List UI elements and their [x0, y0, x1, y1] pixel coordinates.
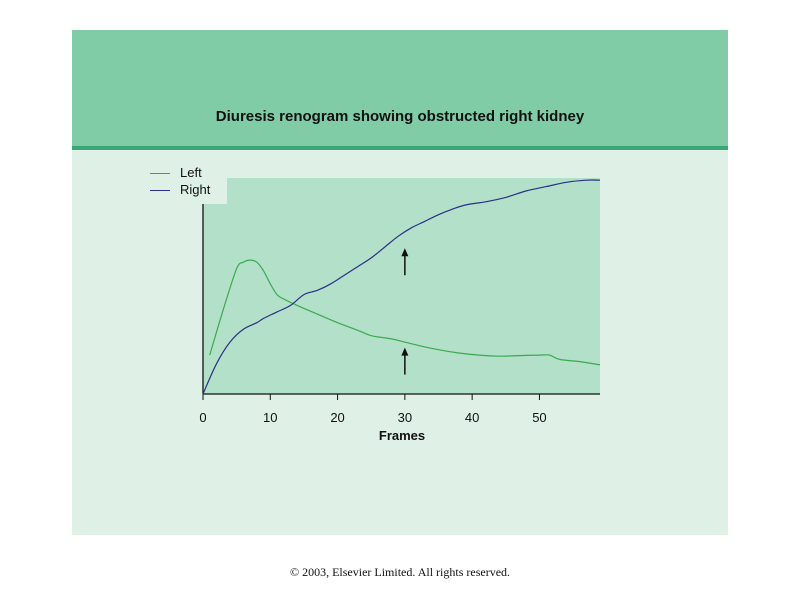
x-tick-label: 10: [263, 410, 277, 425]
chart-legend: Left Right: [142, 158, 227, 204]
legend-label-left: Left: [180, 165, 202, 180]
legend-swatch-left: [150, 173, 170, 174]
legend-label-right: Right: [180, 182, 211, 197]
copyright-notice: © 2003, Elsevier Limited. All rights res…: [289, 565, 511, 579]
series-line-right: [202, 179, 601, 395]
legend-swatch-right: [150, 190, 170, 191]
title-banner: Diuresis renogram showing obstructed rig…: [72, 30, 728, 150]
annotation-arrow-head: [401, 347, 409, 356]
annotation-arrow-head: [401, 248, 409, 257]
chart-title: Diuresis renogram showing obstructed rig…: [215, 108, 585, 125]
plot-area: [203, 178, 600, 394]
legend-item-left: Left: [150, 165, 228, 181]
x-axis-label: Frames: [379, 428, 425, 443]
x-tick-label: 0: [199, 410, 206, 425]
series-line-left: [209, 259, 601, 366]
x-tick-label: 30: [398, 410, 412, 425]
legend-item-right: Right: [150, 182, 228, 198]
x-tick-label: 50: [532, 410, 546, 425]
x-tick-label: 20: [330, 410, 344, 425]
x-tick-label: 40: [465, 410, 479, 425]
figure-panel: Diuresis renogram showing obstructed rig…: [72, 30, 728, 535]
